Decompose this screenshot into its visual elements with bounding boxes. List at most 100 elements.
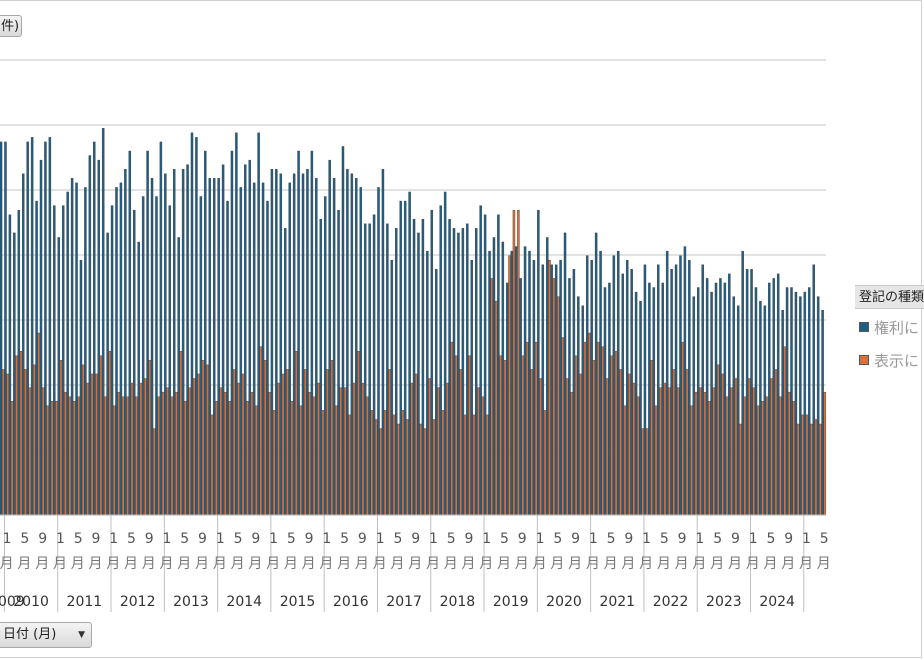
bar-hyouji[interactable]: [317, 382, 320, 516]
bar-hyouji[interactable]: [419, 423, 422, 516]
bar-hyouji[interactable]: [290, 401, 294, 516]
bar-hyouji[interactable]: [99, 355, 103, 516]
bar-kenri[interactable]: [306, 168, 309, 516]
bar-hyouji[interactable]: [446, 382, 449, 516]
bar-kenri[interactable]: [803, 291, 807, 516]
bar-kenri[interactable]: [204, 150, 207, 516]
bar-hyouji[interactable]: [796, 423, 800, 516]
bar-kenri[interactable]: [772, 278, 775, 516]
bar-kenri[interactable]: [661, 282, 664, 516]
bar-hyouji[interactable]: [699, 387, 702, 516]
bar-hyouji[interactable]: [739, 423, 742, 516]
bar-kenri[interactable]: [315, 178, 318, 516]
bar-hyouji[interactable]: [246, 401, 249, 516]
bar-hyouji[interactable]: [654, 405, 658, 516]
bar-kenri[interactable]: [439, 205, 442, 516]
bar-kenri[interactable]: [186, 164, 189, 516]
legend-item-kenri[interactable]: 権利に: [859, 317, 924, 337]
bar-kenri[interactable]: [386, 223, 389, 516]
bar-kenri[interactable]: [585, 255, 589, 516]
bar-hyouji[interactable]: [166, 387, 169, 516]
bar-hyouji[interactable]: [268, 391, 271, 516]
bar-kenri[interactable]: [452, 228, 456, 516]
bar-kenri[interactable]: [44, 141, 47, 516]
bar-kenri[interactable]: [723, 282, 727, 516]
bar-kenri[interactable]: [297, 150, 300, 516]
bar-hyouji[interactable]: [725, 396, 729, 516]
bar-kenri[interactable]: [443, 191, 447, 516]
bar-kenri[interactable]: [101, 128, 105, 516]
bar-kenri[interactable]: [768, 282, 771, 516]
bar-hyouji[interactable]: [357, 351, 360, 516]
bar-hyouji[interactable]: [583, 341, 587, 516]
bar-hyouji[interactable]: [55, 401, 58, 516]
bar-hyouji[interactable]: [712, 387, 716, 516]
bar-kenri[interactable]: [346, 168, 349, 516]
bar-hyouji[interactable]: [157, 396, 160, 516]
bar-hyouji[interactable]: [375, 419, 378, 516]
bar-hyouji[interactable]: [73, 401, 76, 516]
bar-hyouji[interactable]: [397, 423, 400, 516]
bar-hyouji[interactable]: [743, 396, 747, 516]
bar-hyouji[interactable]: [19, 351, 23, 516]
bar-kenri[interactable]: [4, 141, 7, 516]
bar-kenri[interactable]: [697, 287, 700, 516]
bar-kenri[interactable]: [372, 214, 376, 516]
bar-kenri[interactable]: [426, 250, 429, 516]
bar-hyouji[interactable]: [490, 278, 493, 516]
bar-hyouji[interactable]: [410, 382, 414, 516]
bar-kenri[interactable]: [106, 232, 109, 516]
axis-field-button[interactable]: 日付 (月) ▼: [0, 622, 92, 648]
bar-hyouji[interactable]: [108, 351, 112, 516]
bar-kenri[interactable]: [821, 310, 824, 516]
bar-kenri[interactable]: [252, 182, 256, 516]
bar-hyouji[interactable]: [352, 382, 356, 516]
bar-hyouji[interactable]: [574, 355, 578, 516]
bar-hyouji[interactable]: [383, 410, 387, 516]
bar-kenri[interactable]: [128, 150, 132, 516]
bar-kenri[interactable]: [741, 250, 744, 516]
bar-hyouji[interactable]: [681, 341, 684, 516]
bar-kenri[interactable]: [328, 159, 331, 516]
bar-hyouji[interactable]: [761, 401, 764, 516]
bar-kenri[interactable]: [150, 178, 154, 516]
bar-hyouji[interactable]: [494, 300, 498, 516]
bar-hyouji[interactable]: [557, 296, 560, 516]
bar-kenri[interactable]: [532, 260, 536, 516]
bar-kenri[interactable]: [412, 219, 416, 516]
bar-hyouji[interactable]: [823, 391, 827, 516]
bar-hyouji[interactable]: [810, 423, 813, 516]
bar-hyouji[interactable]: [685, 369, 689, 516]
bar-hyouji[interactable]: [508, 255, 511, 516]
bar-hyouji[interactable]: [415, 373, 418, 516]
bar-kenri[interactable]: [643, 264, 647, 516]
bar-kenri[interactable]: [88, 155, 92, 516]
bar-hyouji[interactable]: [86, 382, 89, 516]
bar-kenri[interactable]: [705, 278, 709, 516]
bar-hyouji[interactable]: [37, 332, 41, 516]
bar-hyouji[interactable]: [756, 405, 760, 516]
bar-hyouji[interactable]: [286, 369, 289, 516]
bar-kenri[interactable]: [794, 291, 798, 516]
bar-hyouji[interactable]: [370, 410, 374, 516]
bar-hyouji[interactable]: [59, 360, 63, 516]
bar-kenri[interactable]: [563, 232, 567, 516]
bar-kenri[interactable]: [141, 196, 145, 516]
bar-hyouji[interactable]: [499, 355, 502, 516]
bar-kenri[interactable]: [470, 260, 474, 516]
bar-hyouji[interactable]: [299, 405, 303, 516]
bar-hyouji[interactable]: [539, 378, 542, 516]
bar-kenri[interactable]: [75, 182, 78, 516]
bar-kenri[interactable]: [519, 278, 522, 516]
bar-hyouji[interactable]: [201, 360, 205, 516]
bar-hyouji[interactable]: [570, 391, 573, 516]
bar-kenri[interactable]: [603, 287, 607, 516]
bar-hyouji[interactable]: [597, 341, 600, 516]
bar-hyouji[interactable]: [454, 355, 458, 516]
bar-kenri[interactable]: [594, 232, 598, 516]
bar-hyouji[interactable]: [388, 369, 391, 516]
bar-kenri[interactable]: [226, 200, 229, 516]
bar-kenri[interactable]: [665, 250, 669, 516]
bar-kenri[interactable]: [301, 173, 305, 516]
bar-hyouji[interactable]: [139, 382, 143, 516]
